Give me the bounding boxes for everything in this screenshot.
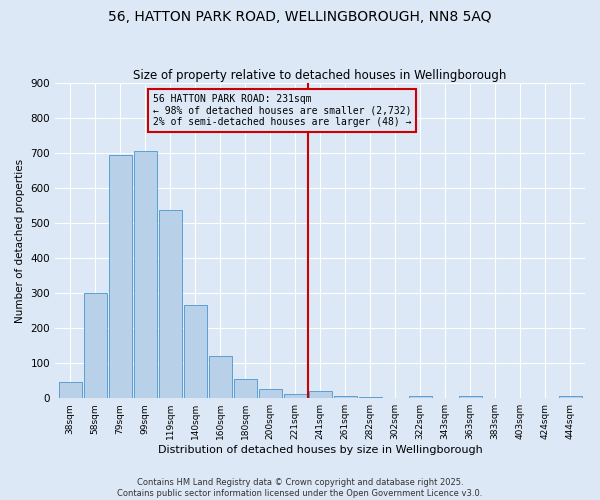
Bar [209,356,232,398]
Bar [308,391,332,398]
Bar [334,396,356,398]
Bar [158,210,182,398]
X-axis label: Distribution of detached houses by size in Wellingborough: Distribution of detached houses by size … [158,445,482,455]
Bar [259,389,281,398]
Text: 56, HATTON PARK ROAD, WELLINGBOROUGH, NN8 5AQ: 56, HATTON PARK ROAD, WELLINGBOROUGH, NN… [108,10,492,24]
Bar [134,150,157,398]
Text: 56 HATTON PARK ROAD: 231sqm
← 98% of detached houses are smaller (2,732)
2% of s: 56 HATTON PARK ROAD: 231sqm ← 98% of det… [152,94,411,127]
Bar [409,396,431,398]
Bar [284,394,307,398]
Title: Size of property relative to detached houses in Wellingborough: Size of property relative to detached ho… [133,69,507,82]
Bar [59,382,82,398]
Bar [233,379,257,398]
Bar [109,155,131,398]
Bar [458,396,482,398]
Bar [359,397,382,398]
Text: Contains HM Land Registry data © Crown copyright and database right 2025.
Contai: Contains HM Land Registry data © Crown c… [118,478,482,498]
Bar [559,396,581,398]
Bar [184,306,206,398]
Y-axis label: Number of detached properties: Number of detached properties [15,158,25,323]
Bar [83,293,107,398]
